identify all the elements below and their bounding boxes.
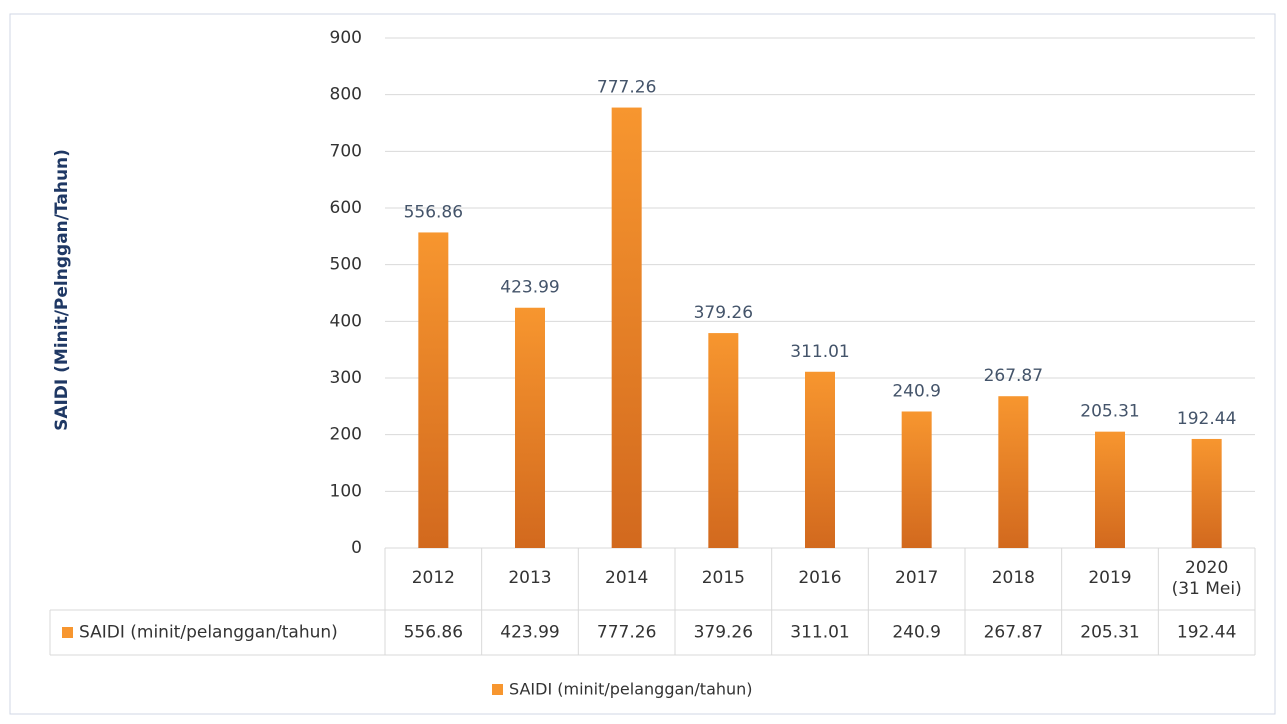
- table-value: 267.87: [984, 623, 1043, 643]
- table-value: 240.9: [892, 623, 941, 643]
- x-tick-label-box: 2016: [798, 568, 842, 589]
- y-tick-label: 700: [330, 141, 362, 161]
- table-value: 311.01: [790, 623, 849, 643]
- table-value: 777.26: [597, 623, 656, 643]
- x-tick-label: 2019: [1088, 568, 1132, 589]
- x-tick-label: 2015: [701, 568, 745, 589]
- y-tick-label: 100: [330, 481, 362, 501]
- x-tick-label-box: 2018: [991, 568, 1035, 589]
- data-label: 423.99: [500, 278, 559, 298]
- x-tick-label: 2020 (31 Mei): [1171, 557, 1242, 599]
- y-tick-label: 400: [330, 311, 362, 331]
- y-tick-label: 800: [330, 85, 362, 105]
- chart-border: [9, 13, 1276, 715]
- x-tick-label-box: 2019: [1088, 568, 1132, 589]
- bar: [1095, 431, 1125, 548]
- bar: [1191, 438, 1222, 548]
- data-label: 379.26: [694, 303, 753, 323]
- legend-label: SAIDI (minit/pelanggan/tahun): [79, 623, 338, 643]
- x-tick-label: 2012: [411, 568, 455, 589]
- x-tick-label-box: 2017: [895, 568, 939, 589]
- bar: [998, 396, 1029, 548]
- x-tick-label-box: 2014: [605, 568, 649, 589]
- table-value: 556.86: [404, 623, 463, 643]
- bar: [418, 232, 449, 549]
- x-tick-label-box: 2013: [508, 568, 552, 589]
- x-tick-label: 2016: [798, 568, 842, 589]
- x-tick-label: 2014: [605, 568, 649, 589]
- table-value: 423.99: [500, 623, 559, 643]
- data-label: 556.86: [404, 202, 463, 222]
- bar: [611, 107, 642, 548]
- y-tick-label: 200: [330, 425, 362, 445]
- table-value: 205.31: [1080, 623, 1139, 643]
- data-label: 777.26: [597, 78, 656, 98]
- x-tick-label: 2013: [508, 568, 552, 589]
- bar: [805, 371, 835, 548]
- y-axis-label: SAIDI (Minit/Pelnggan/Tahun): [52, 149, 72, 431]
- x-tick-label-box: 2020 (31 Mei): [1171, 557, 1242, 599]
- legend-swatch: [62, 627, 73, 638]
- x-tick-label: 2018: [991, 568, 1035, 589]
- y-tick-label: 500: [330, 255, 362, 275]
- x-tick-label-box: 2012: [411, 568, 455, 589]
- data-label: 192.44: [1177, 409, 1236, 429]
- y-tick-label: 0: [351, 538, 362, 558]
- x-tick-label-box: 2015: [701, 568, 745, 589]
- data-label: 205.31: [1080, 402, 1139, 422]
- data-label: 267.87: [984, 366, 1043, 386]
- x-tick-label: 2017: [895, 568, 939, 589]
- bar: [901, 411, 932, 548]
- data-label: 311.01: [790, 342, 849, 362]
- y-tick-label: 300: [330, 368, 362, 388]
- table-value: 192.44: [1177, 623, 1236, 643]
- table-value: 379.26: [694, 623, 753, 643]
- y-tick-label: 900: [330, 28, 362, 48]
- legend-swatch: [492, 684, 503, 695]
- bar: [515, 307, 545, 548]
- data-label: 240.9: [892, 381, 941, 401]
- y-tick-label: 600: [330, 198, 362, 218]
- bar: [708, 333, 739, 548]
- legend-label: SAIDI (minit/pelanggan/tahun): [509, 680, 753, 699]
